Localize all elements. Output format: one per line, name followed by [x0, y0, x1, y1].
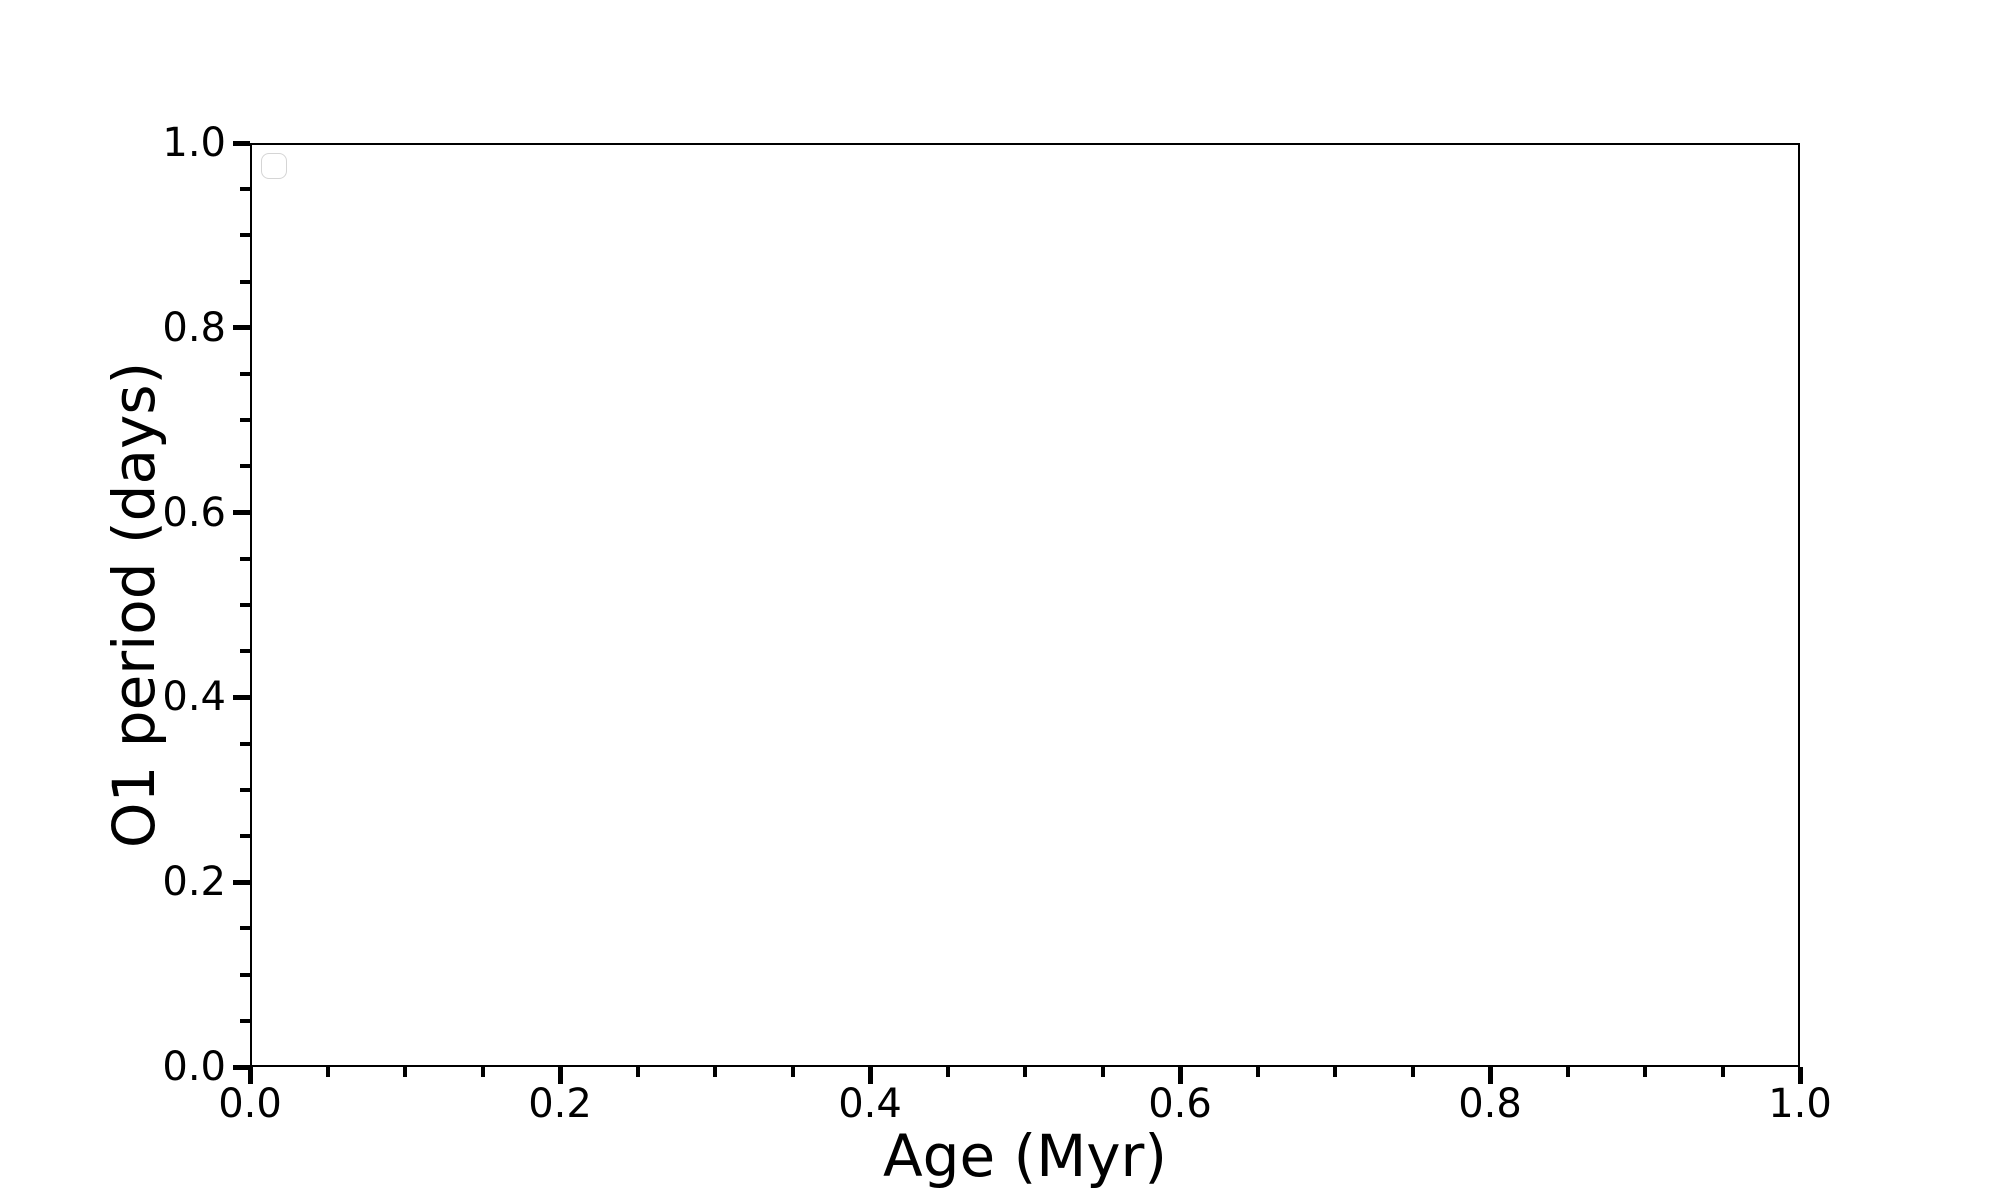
- y-tick-label: 0.8: [162, 304, 226, 351]
- x-minor-tick: [1410, 1067, 1415, 1077]
- x-axis-label: Age (Myr): [882, 1122, 1168, 1190]
- y-major-tick: [233, 694, 250, 700]
- x-minor-tick: [1100, 1067, 1105, 1077]
- y-tick-label: 0.2: [162, 859, 226, 906]
- x-minor-tick: [1565, 1067, 1570, 1077]
- x-tick-label: 0.4: [838, 1081, 902, 1127]
- y-minor-tick: [240, 787, 250, 792]
- y-tick-label: 0.0: [162, 1044, 226, 1090]
- x-minor-tick: [790, 1067, 795, 1077]
- y-major-tick: [233, 879, 250, 885]
- x-major-tick: [557, 1067, 563, 1084]
- y-major-tick: [233, 1064, 250, 1070]
- y-minor-tick: [240, 418, 250, 423]
- y-tick-label: 0.4: [162, 674, 226, 721]
- y-minor-tick: [240, 464, 250, 469]
- x-minor-tick: [1255, 1067, 1260, 1077]
- y-axis-label: O1 period (days): [100, 361, 168, 849]
- legend-box: [261, 153, 287, 179]
- x-minor-tick: [1023, 1067, 1027, 1077]
- y-minor-tick: [240, 279, 250, 284]
- x-minor-tick: [480, 1067, 485, 1077]
- x-major-tick: [1177, 1067, 1183, 1084]
- y-major-tick: [233, 510, 250, 516]
- x-minor-tick: [1333, 1067, 1337, 1077]
- y-minor-tick: [240, 556, 250, 561]
- y-minor-tick: [240, 741, 250, 746]
- x-tick-label: 0.6: [1148, 1081, 1212, 1127]
- x-major-tick: [1487, 1067, 1493, 1084]
- x-minor-tick: [635, 1067, 640, 1077]
- y-major-tick: [233, 140, 250, 146]
- x-minor-tick: [403, 1067, 407, 1077]
- x-tick-label: 0.2: [528, 1081, 592, 1127]
- x-minor-tick: [325, 1067, 330, 1077]
- y-minor-tick: [240, 233, 250, 238]
- y-minor-tick: [240, 972, 250, 977]
- y-tick-label: 1.0: [162, 120, 226, 166]
- x-minor-tick: [945, 1067, 950, 1077]
- y-minor-tick: [240, 372, 250, 376]
- x-major-tick: [867, 1067, 873, 1084]
- x-minor-tick: [713, 1067, 717, 1077]
- y-minor-tick: [240, 649, 250, 654]
- y-tick-label: 0.6: [162, 489, 226, 536]
- x-tick-label: 0.0: [218, 1081, 282, 1127]
- x-tick-label: 0.8: [1458, 1081, 1522, 1127]
- y-minor-tick: [240, 926, 250, 931]
- y-minor-tick: [240, 603, 250, 607]
- y-major-tick: [233, 325, 250, 331]
- y-minor-tick: [240, 834, 250, 838]
- x-major-tick: [247, 1067, 253, 1084]
- x-major-tick: [1797, 1067, 1803, 1084]
- x-minor-tick: [1643, 1067, 1647, 1077]
- x-tick-label: 1.0: [1768, 1081, 1832, 1127]
- plot-area: [250, 143, 1800, 1067]
- y-minor-tick: [240, 1018, 250, 1023]
- y-minor-tick: [240, 187, 250, 192]
- x-minor-tick: [1720, 1067, 1725, 1077]
